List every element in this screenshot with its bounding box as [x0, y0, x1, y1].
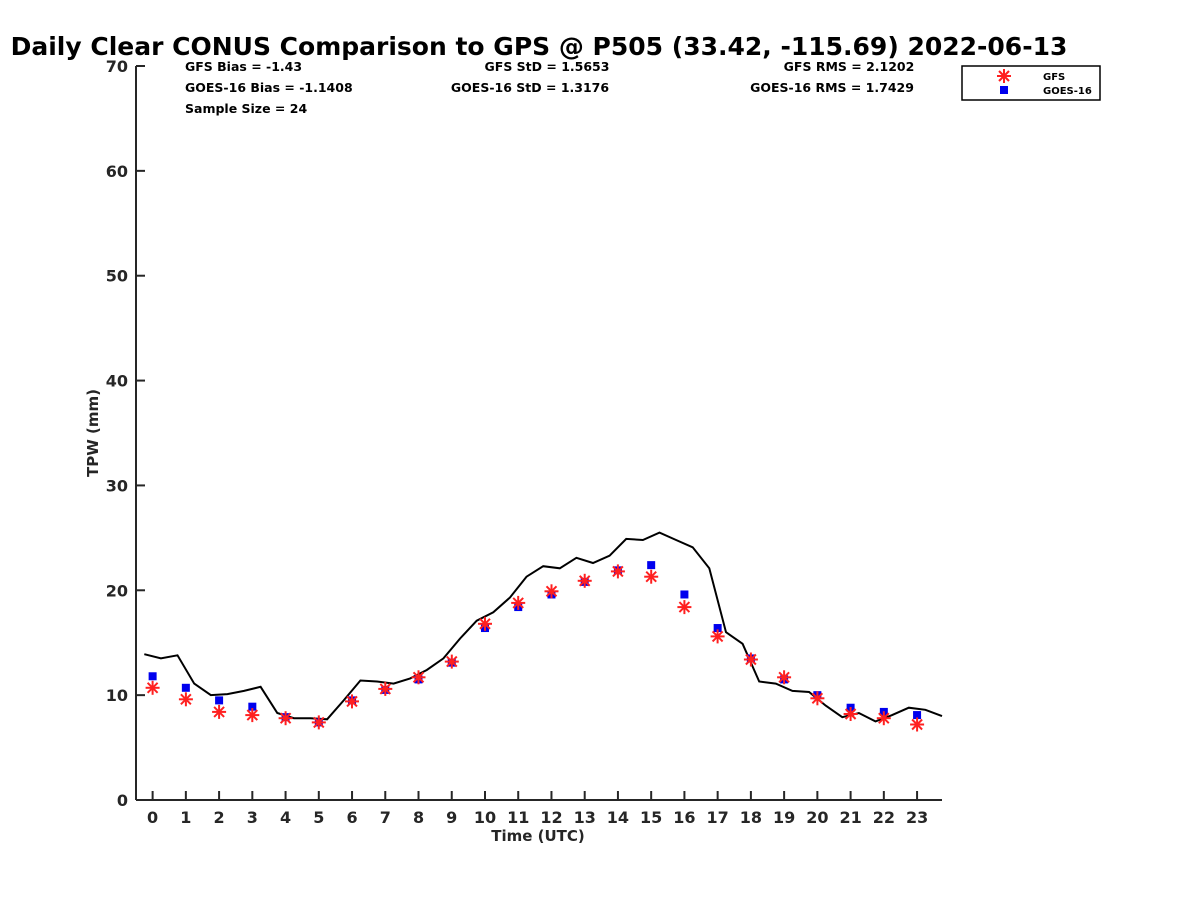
- x-tick-label: 23: [906, 808, 928, 827]
- gfs-point: [145, 680, 160, 695]
- x-tick-label: 0: [147, 808, 158, 827]
- goes-std-stat: GOES-16 StD = 1.3176: [451, 80, 609, 95]
- gfs-rms-stat: GFS RMS = 2.1202: [784, 59, 915, 74]
- goes-point: [680, 590, 689, 599]
- y-tick-label: 40: [106, 372, 128, 391]
- x-tick-label: 7: [380, 808, 391, 827]
- x-tick-label: 8: [413, 808, 424, 827]
- gfs-point: [178, 692, 193, 707]
- gfs-point: [843, 707, 858, 721]
- y-tick-label: 50: [106, 267, 128, 286]
- gfs-point: [743, 652, 758, 667]
- x-tick-label: 1: [180, 808, 191, 827]
- legend-box: [961, 65, 1101, 101]
- x-tick-label: 3: [247, 808, 258, 827]
- x-tick-label: 16: [673, 808, 695, 827]
- legend-goes-label: GOES-16: [1043, 86, 1092, 97]
- x-tick-label: 4: [280, 808, 291, 827]
- x-tick-label: 18: [740, 808, 762, 827]
- gfs-point: [212, 704, 227, 719]
- gps-line: [144, 531, 943, 723]
- x-tick-label: 19: [773, 808, 795, 827]
- goes-rms-stat: GOES-16 RMS = 1.7429: [750, 80, 914, 95]
- x-tick-label: 17: [707, 808, 729, 827]
- y-tick-label: 10: [106, 686, 128, 705]
- goes-bias-stat: GOES-16 Bias = -1.1408: [185, 80, 353, 95]
- gfs-point: [345, 694, 359, 709]
- x-tick-label: 12: [540, 808, 562, 827]
- legend-gfs-label: GFS: [1043, 72, 1065, 83]
- sample-size-stat: Sample Size = 24: [185, 101, 307, 116]
- y-axis-label: TPW (mm): [84, 389, 102, 477]
- chart-marks: [144, 531, 943, 732]
- gfs-point: [677, 600, 692, 615]
- goes-point: [913, 711, 922, 720]
- gfs-point: [610, 564, 625, 579]
- gfs-point: [378, 681, 393, 696]
- goes-point: [248, 702, 257, 711]
- gfs-point: [910, 717, 925, 732]
- y-tick-label: 60: [106, 162, 128, 181]
- x-tick-label: 11: [507, 808, 529, 827]
- goes-point: [215, 696, 224, 705]
- gfs-point: [544, 584, 559, 599]
- x-tick-label: 15: [640, 808, 662, 827]
- stats-block: GFS Bias = -1.43 GOES-16 Bias = -1.1408 …: [185, 59, 914, 116]
- gfs-point: [644, 569, 659, 584]
- gfs-point: [511, 595, 526, 610]
- x-tick-label: 10: [474, 808, 496, 827]
- gfs-point: [311, 715, 326, 730]
- chart-title: Daily Clear CONUS Comparison to GPS @ P5…: [11, 32, 1068, 61]
- gfs-point: [810, 691, 825, 706]
- gfs-std-stat: GFS StD = 1.5653: [485, 59, 610, 74]
- gfs-point: [777, 670, 792, 685]
- x-tick-label: 9: [446, 808, 457, 827]
- x-axis-label: Time (UTC): [491, 827, 585, 845]
- x-tick-label: 22: [873, 808, 895, 827]
- legend-gfs-marker: [997, 69, 1011, 83]
- gfs-point: [577, 573, 592, 588]
- goes-point: [181, 683, 190, 692]
- x-tick-label: 13: [574, 808, 596, 827]
- y-tick-label: 30: [106, 476, 128, 495]
- legend-goes-marker: [1000, 86, 1008, 94]
- x-tick-label: 2: [214, 808, 225, 827]
- y-tick-label: 70: [106, 57, 128, 76]
- y-tick-label: 0: [117, 791, 128, 810]
- gfs-point: [411, 670, 426, 685]
- goes-point: [148, 672, 157, 681]
- legend: GFS GOES-16: [961, 65, 1101, 101]
- x-tick-label: 14: [607, 808, 629, 827]
- gfs-point: [478, 616, 492, 631]
- goes-point: [713, 624, 722, 633]
- gfs-point: [444, 654, 459, 669]
- gfs-point: [876, 711, 891, 726]
- x-tick-label: 21: [839, 808, 861, 827]
- gfs-point: [245, 708, 260, 723]
- gfs-bias-stat: GFS Bias = -1.43: [185, 59, 302, 74]
- x-tick-label: 5: [313, 808, 324, 827]
- goes-point: [647, 561, 656, 570]
- gfs-point: [710, 629, 725, 644]
- x-tick-label: 6: [346, 808, 357, 827]
- gfs-point: [278, 711, 293, 726]
- x-tick-label: 20: [806, 808, 828, 827]
- y-tick-label: 20: [106, 581, 128, 600]
